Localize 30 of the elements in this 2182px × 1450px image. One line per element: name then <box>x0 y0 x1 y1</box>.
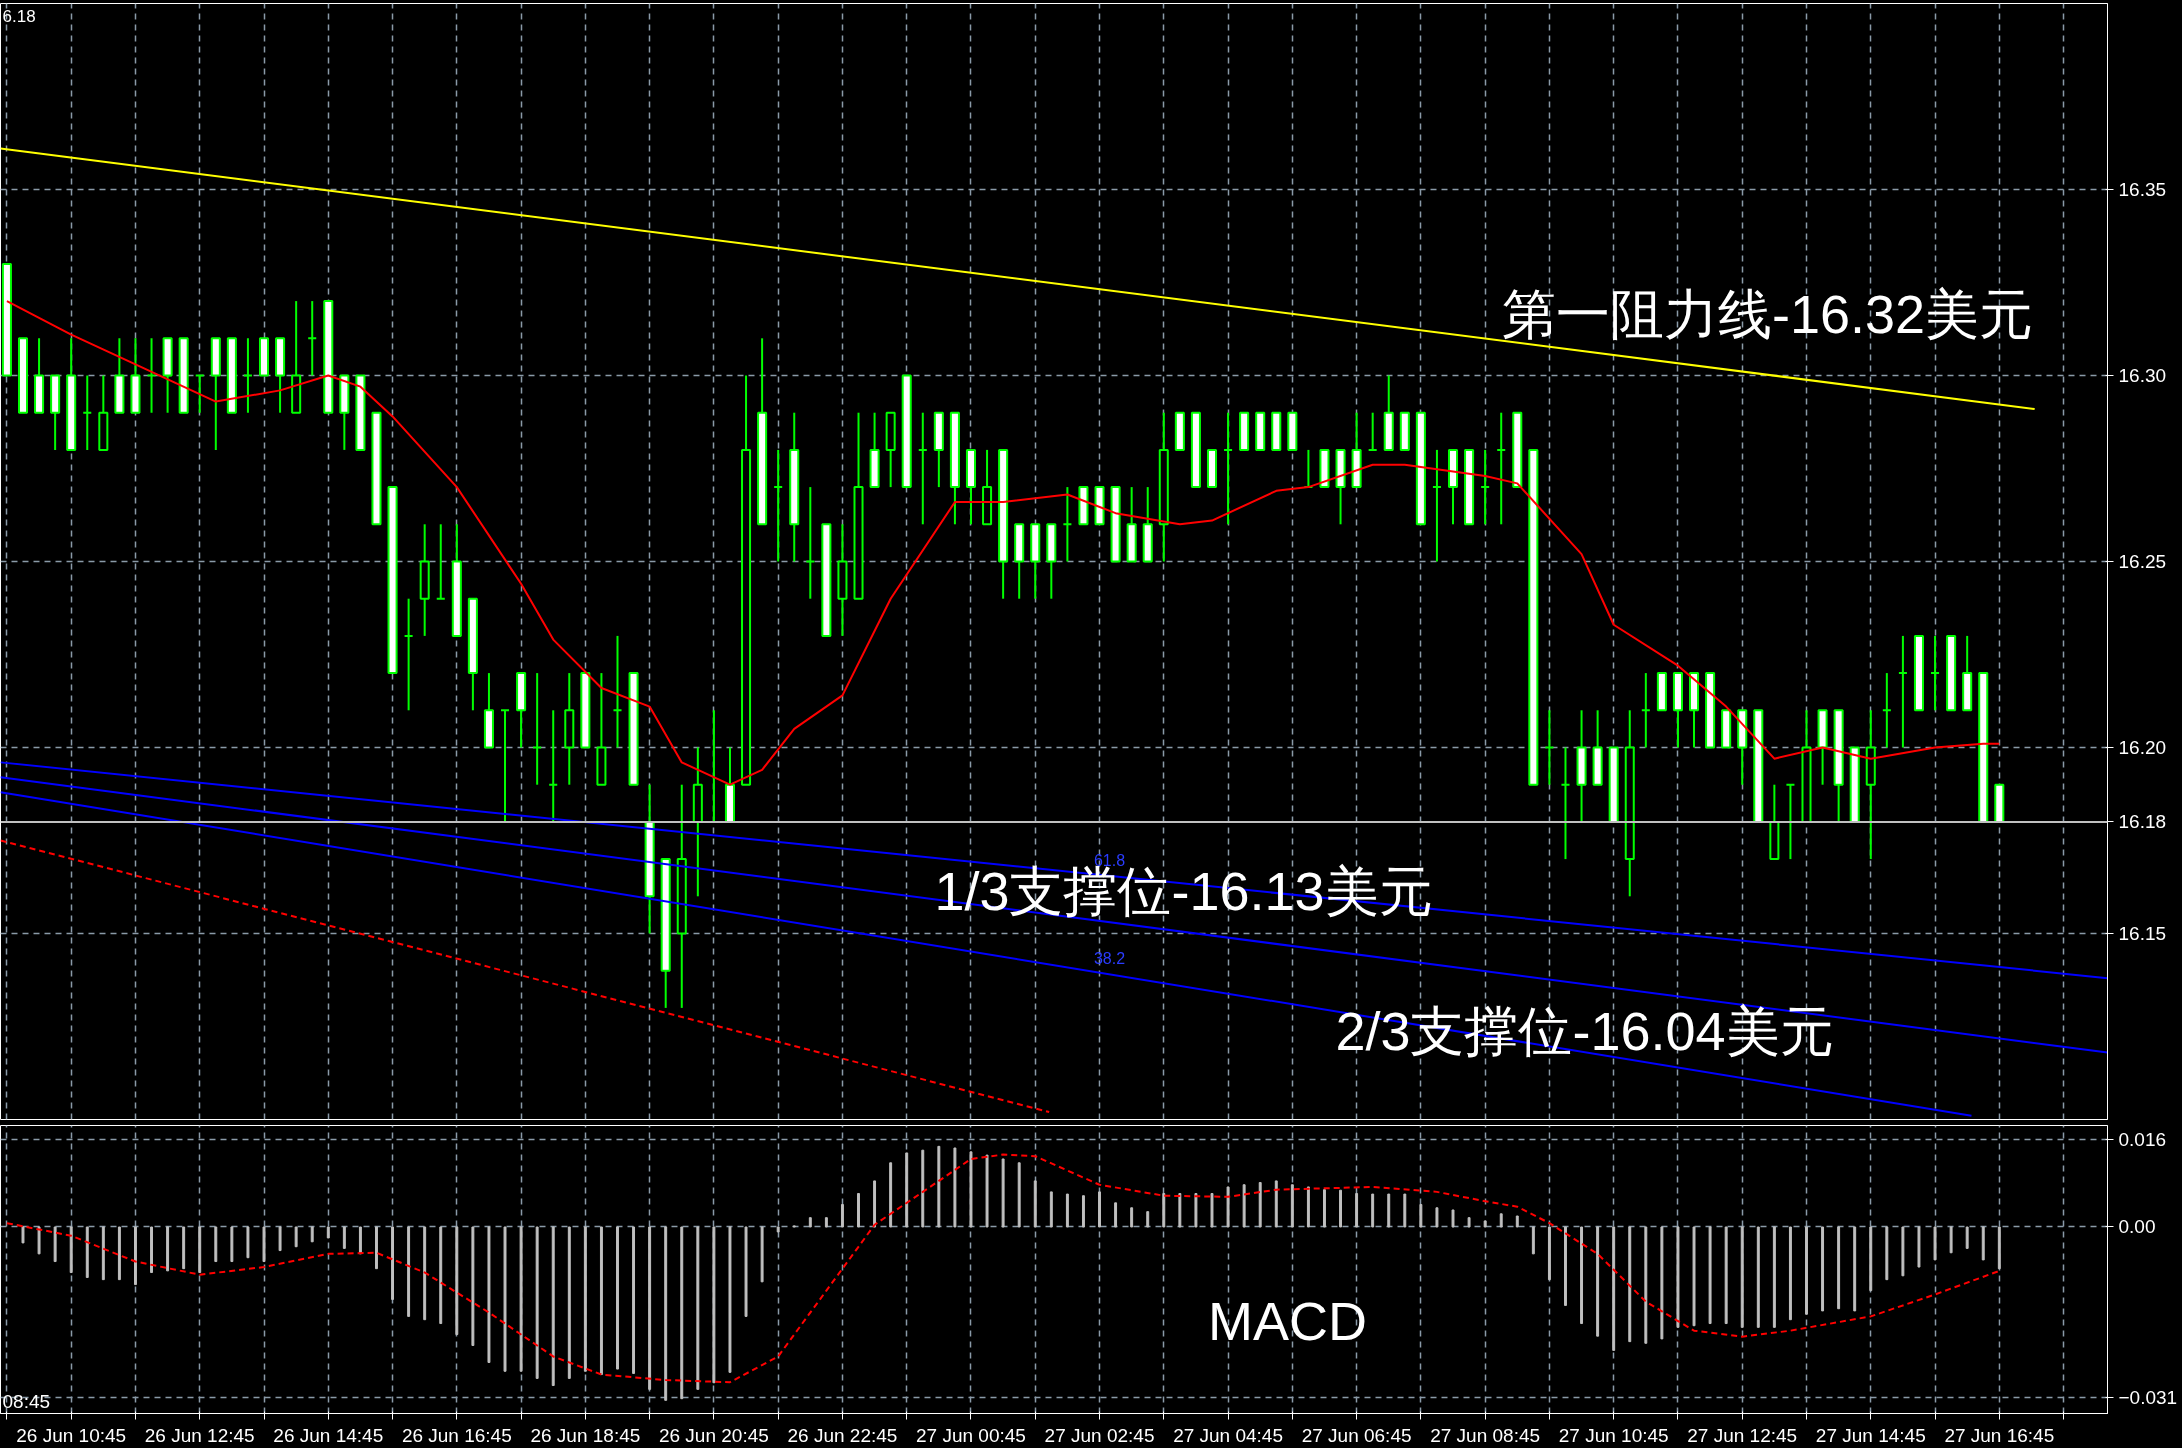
y-tick-label: 16.30 <box>2118 365 2167 386</box>
annotation: 第一阻力线-16.32美元 <box>1501 283 2034 344</box>
annotation: 08:45 <box>2 1391 51 1412</box>
x-tick-label: 26 Jun 14:45 <box>273 1424 384 1446</box>
annotation: 6.18 <box>2 6 36 26</box>
x-tick-label: 27 Jun 06:45 <box>1301 1424 1412 1446</box>
x-tick-label: 26 Jun 22:45 <box>787 1424 898 1446</box>
y-tick-label: 16.15 <box>2118 923 2167 944</box>
annotation: MACD <box>1208 1290 1367 1351</box>
y-tick-label: 16.35 <box>2118 179 2167 200</box>
x-tick-label: 27 Jun 02:45 <box>1044 1424 1155 1446</box>
x-tick-label: 27 Jun 10:45 <box>1558 1424 1669 1446</box>
y-tick-label: 0.00 <box>2118 1216 2156 1238</box>
y-tick-label: −0.031 <box>2118 1386 2178 1408</box>
x-tick-label: 27 Jun 00:45 <box>916 1424 1026 1446</box>
y-tick-label: 16.25 <box>2118 551 2167 572</box>
x-tick-label: 26 Jun 16:45 <box>401 1424 512 1446</box>
x-tick-label: 26 Jun 12:45 <box>144 1424 255 1446</box>
x-tick-label: 26 Jun 20:45 <box>658 1424 769 1446</box>
x-tick-label: 27 Jun 04:45 <box>1173 1424 1284 1446</box>
y-tick-label: 0.016 <box>2118 1128 2167 1150</box>
x-tick-label: 27 Jun 12:45 <box>1687 1424 1798 1446</box>
y-tick-label: 16.20 <box>2118 737 2167 758</box>
x-tick-label: 26 Jun 10:45 <box>16 1424 127 1446</box>
x-tick-label: 26 Jun 18:45 <box>530 1424 641 1446</box>
annotation: 38.2 <box>1093 949 1126 967</box>
x-tick-label: 27 Jun 14:45 <box>1815 1424 1926 1446</box>
x-tick-label: 27 Jun 16:45 <box>1944 1424 2055 1446</box>
ref-line-label: 16.18 <box>2118 811 2167 833</box>
x-tick-label: 27 Jun 08:45 <box>1430 1424 1541 1446</box>
